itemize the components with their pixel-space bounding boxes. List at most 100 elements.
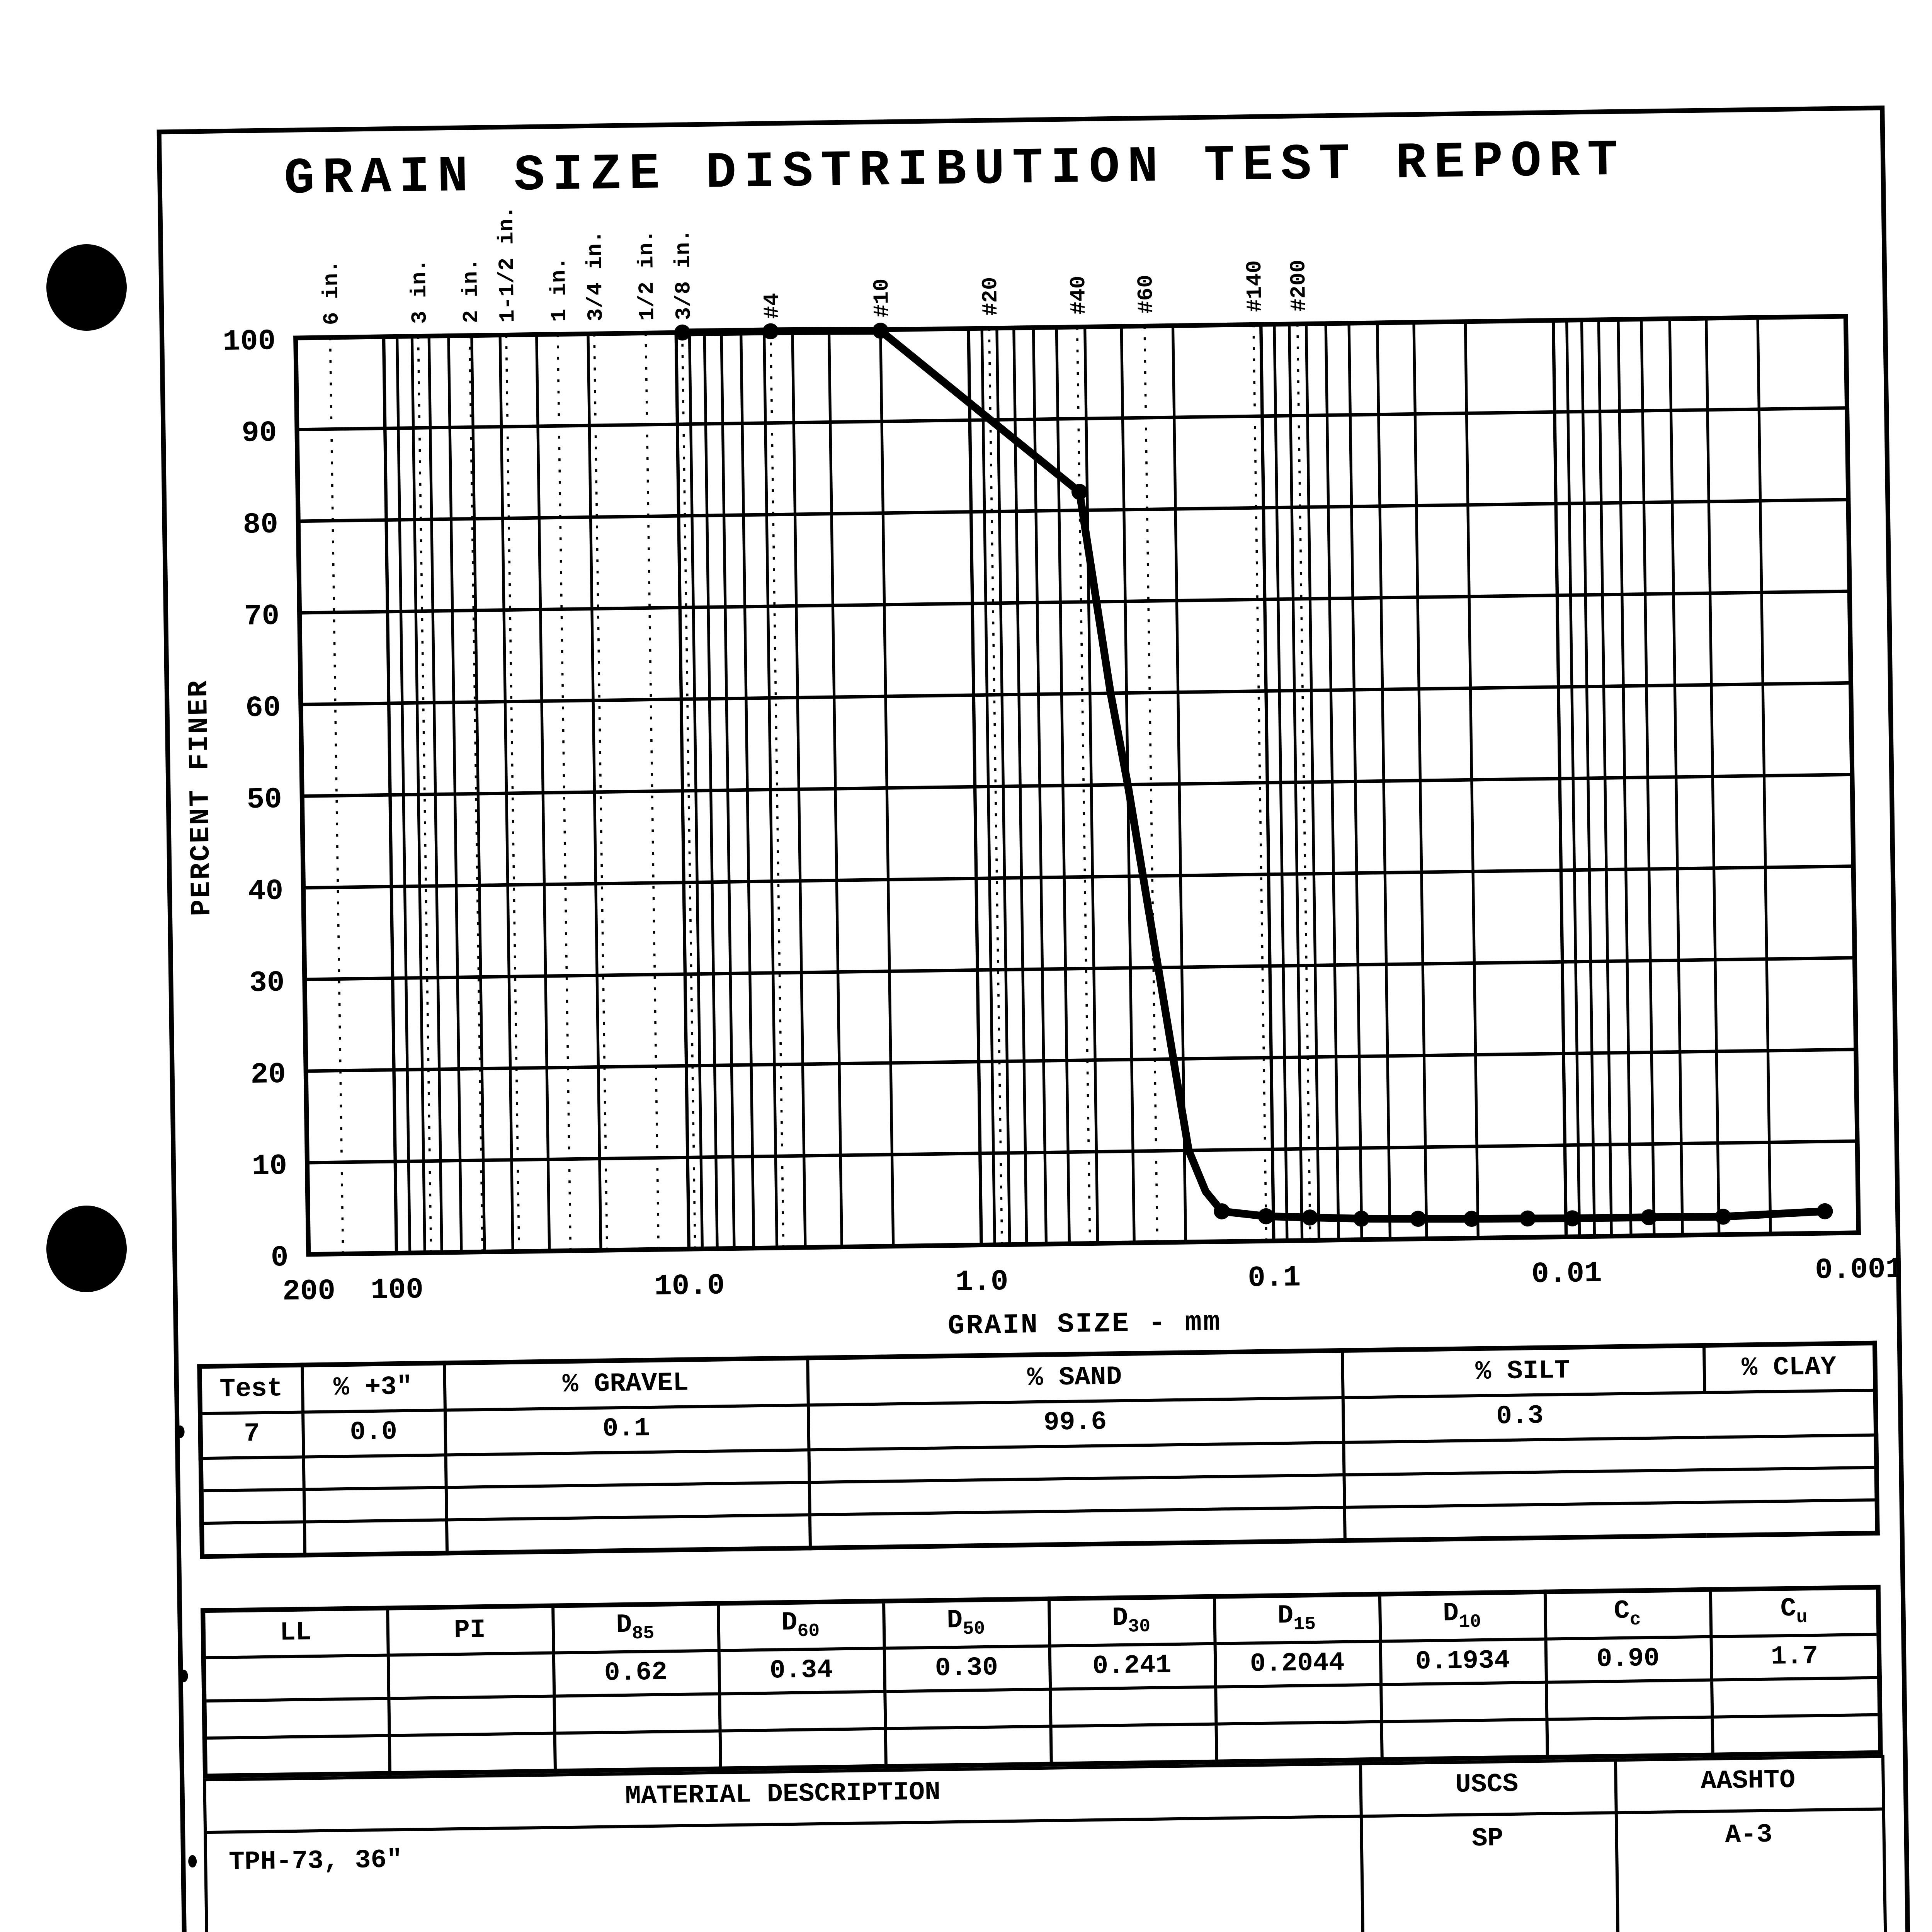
svg-text:70: 70 [244, 600, 279, 633]
svg-text:#140: #140 [1242, 260, 1268, 312]
params-column-header: Cu [1709, 1587, 1879, 1637]
svg-text:3/8 in.: 3/8 in. [670, 229, 696, 320]
params-cell: 0.30 [883, 1646, 1050, 1692]
svg-text:80: 80 [243, 508, 278, 542]
params-column-header: D60 [718, 1601, 884, 1651]
svg-text:#200: #200 [1286, 259, 1311, 311]
svg-text:0: 0 [270, 1241, 289, 1275]
params-empty-cell [553, 1694, 719, 1733]
svg-text:20: 20 [250, 1058, 286, 1092]
params-cell: 1.7 [1710, 1634, 1879, 1680]
svg-text:100: 100 [223, 325, 276, 359]
svg-text:40: 40 [248, 874, 283, 908]
params-empty-cell [1711, 1677, 1880, 1717]
params-table-wrap: ● LL PI D85 D60 D50 D30 D15 D10 Cc Cu 0.62 0.34 0.3… [178, 1585, 1883, 1779]
svg-text:100: 100 [371, 1273, 424, 1307]
summary-cell: 0.3 [1342, 1390, 1876, 1442]
svg-text:GRAIN SIZE - mm: GRAIN SIZE - mm [947, 1306, 1221, 1342]
params-empty-cell [1381, 1719, 1547, 1760]
params-empty-cell [1215, 1684, 1381, 1724]
svg-text:90: 90 [242, 416, 277, 450]
material-description-section: MATERIAL DESCRIPTION USCS AASHTO ● TPH-7… [186, 1755, 1888, 1932]
summary-column-header: % SILT [1342, 1345, 1704, 1398]
params-empty-cell [388, 1696, 554, 1736]
summary-row-marker: ● [174, 1417, 187, 1450]
params-empty-cell [1049, 1687, 1216, 1726]
aashto-header: AASHTO [1700, 1767, 1796, 1798]
params-column-header: D10 [1379, 1592, 1545, 1641]
params-column-header: Cc [1544, 1589, 1711, 1639]
summary-empty-cell [445, 1450, 809, 1488]
summary-empty-cell [303, 1520, 447, 1555]
params-column-header: D30 [1048, 1596, 1214, 1646]
hole-punch-middle [46, 1206, 127, 1292]
params-cell [387, 1653, 554, 1699]
summary-column-header: Test [199, 1365, 302, 1414]
svg-text:6 in.: 6 in. [319, 260, 344, 325]
params-empty-cell [1546, 1680, 1712, 1719]
summary-cell: 7 [200, 1412, 303, 1459]
svg-text:0.001: 0.001 [1815, 1253, 1897, 1287]
params-column-header: PI [387, 1605, 553, 1655]
params-cell: 0.241 [1049, 1643, 1215, 1689]
params-column-header: LL [203, 1608, 388, 1658]
svg-text:30: 30 [249, 966, 285, 1000]
summary-empty-cell [201, 1489, 304, 1524]
summary-empty-cell [446, 1515, 810, 1553]
params-cell: 0.34 [718, 1648, 884, 1694]
params-cell: 0.2044 [1214, 1641, 1381, 1687]
params-cell: 0.90 [1545, 1636, 1711, 1682]
params-column-header: D15 [1213, 1594, 1380, 1644]
summary-empty-cell [1344, 1500, 1878, 1541]
params-empty-cell [204, 1735, 389, 1776]
params-empty-cell [1546, 1717, 1712, 1757]
grain-size-chart: 6 in. 3 in. 2 in. 1-1/2 in. 1 in. 3/4 in. 1/2 … [183, 206, 1897, 1342]
params-empty-cell [719, 1728, 885, 1769]
params-column-header: D85 [552, 1603, 718, 1653]
svg-text:10: 10 [252, 1150, 287, 1183]
params-empty-cell [884, 1689, 1050, 1729]
summary-column-header: % GRAVEL [444, 1358, 808, 1410]
svg-text:50: 50 [247, 783, 282, 816]
params-empty-cell [719, 1691, 885, 1731]
material-row-marker: ● [186, 1846, 199, 1879]
params-empty-cell [1215, 1721, 1381, 1762]
params-row-marker: ● [177, 1661, 190, 1694]
hole-punch-top [46, 244, 127, 331]
params-cell: 0.62 [553, 1650, 719, 1696]
summary-empty-cell [201, 1522, 304, 1557]
svg-text:#10: #10 [869, 278, 895, 318]
material-description-value: TPH-73, 36" [228, 1847, 403, 1879]
summary-empty-cell [201, 1457, 303, 1491]
svg-text:2 in.: 2 in. [458, 258, 484, 323]
params-empty-cell [1050, 1724, 1216, 1764]
uscs-header: USCS [1455, 1770, 1519, 1801]
summary-empty-cell [809, 1507, 1344, 1548]
summary-table: Test% +3"% GRAVEL% SAND% SILT% CLAY 7 0.0… [197, 1340, 1880, 1559]
params-empty-cell [554, 1731, 720, 1771]
params-cell: 0.1934 [1379, 1639, 1546, 1685]
svg-text:0.1: 0.1 [1248, 1261, 1301, 1295]
svg-text:1/2 in.: 1/2 in. [634, 230, 660, 321]
svg-text:#4: #4 [760, 293, 785, 319]
svg-text:3/4 in.: 3/4 in. [582, 230, 608, 321]
report-border: GRAIN SIZE DISTRIBUTION TEST REPORT 6 in… [156, 105, 1918, 1932]
params-table: LL PI D85 D60 D50 D30 D15 D10 Cc Cu 0.62 0.34 0.30 0… [201, 1585, 1883, 1779]
svg-text:60: 60 [245, 691, 281, 725]
params-empty-cell [388, 1733, 555, 1774]
params-empty-cell [204, 1698, 389, 1738]
uscs-value: SP [1471, 1825, 1504, 1855]
summary-column-header: % +3" [301, 1363, 444, 1412]
params-empty-cell [884, 1726, 1051, 1767]
material-description-header: MATERIAL DESCRIPTION [625, 1779, 941, 1813]
summary-empty-cell [303, 1455, 446, 1490]
svg-text:3 in.: 3 in. [407, 259, 432, 324]
svg-text:1 in.: 1 in. [546, 257, 572, 322]
svg-text:10.0: 10.0 [654, 1269, 725, 1303]
params-cell [203, 1655, 388, 1701]
summary-empty-cell [303, 1487, 446, 1522]
params-column-header: D50 [883, 1599, 1049, 1648]
summary-column-header: % CLAY [1703, 1343, 1876, 1393]
